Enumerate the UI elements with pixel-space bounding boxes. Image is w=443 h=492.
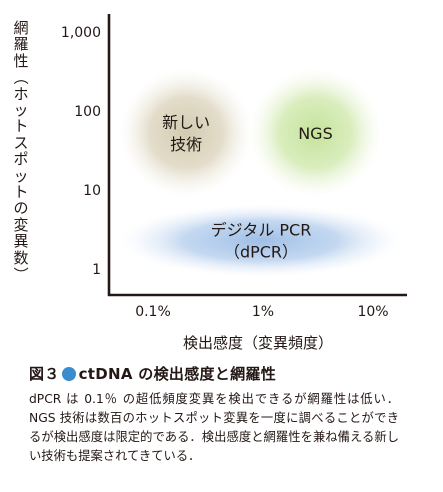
caption-figure-number: 図３ bbox=[29, 365, 60, 383]
y-tick-label: 10 bbox=[83, 183, 101, 199]
y-axis-label-char: 性 bbox=[13, 51, 29, 70]
region-label: NGS bbox=[298, 124, 333, 143]
y-axis-label-char: ス bbox=[13, 133, 29, 152]
y-tick-label: 100 bbox=[74, 104, 101, 120]
caption-title: 図３ ctDNA の検出感度と網羅性 bbox=[29, 363, 399, 384]
x-tick-label: 1% bbox=[252, 304, 274, 320]
y-axis-label-char: ） bbox=[12, 266, 31, 282]
caption-title-text: ctDNA の検出感度と網羅性 bbox=[78, 365, 277, 383]
x-axis-label: 検出感度（変異頻度） bbox=[183, 334, 333, 352]
y-tick-label: 1,000 bbox=[61, 25, 101, 41]
region-label: 技術 bbox=[170, 135, 202, 154]
y-axis-label-char: ッ bbox=[13, 101, 29, 120]
y-axis-label-char: 羅 bbox=[13, 35, 29, 54]
region-label: （dPCR） bbox=[224, 243, 298, 262]
y-axis-label-char: 変 bbox=[13, 215, 29, 234]
region-label: デジタル PCR bbox=[211, 221, 312, 240]
y-axis-label-char: ポ bbox=[13, 150, 29, 169]
y-axis-label-char: ト bbox=[13, 183, 29, 202]
x-tick-label: 10% bbox=[357, 304, 388, 320]
region-label: 新しい bbox=[162, 113, 210, 132]
y-axis-label-char: ト bbox=[13, 117, 29, 136]
blue-dot-icon bbox=[61, 366, 76, 381]
caption-body: dPCR は 0.1％ の超低頻度変異を検出できるが網羅性は低い．NGS 技術は… bbox=[29, 392, 399, 463]
y-axis-label-char: の bbox=[13, 199, 29, 218]
y-axis-label-char: 網 bbox=[13, 19, 29, 37]
y-tick-label: 1 bbox=[92, 262, 101, 278]
chart-figure: 新しい技術 NGS デジタル PCR （dPCR） 1,000 100 10 1 0.1% 1… bbox=[61, 14, 407, 352]
region-ellipse bbox=[249, 68, 382, 197]
x-tick-label: 0.1% bbox=[135, 304, 171, 320]
y-axis-label: 網羅性（ホットスポットの変異数） bbox=[8, 20, 34, 283]
figure-caption: 図３ ctDNA の検出感度と網羅性 dPCR は 0.1％ の超低頻度変異を検… bbox=[29, 363, 399, 466]
region-ellipse bbox=[120, 68, 253, 197]
region-ellipse bbox=[121, 204, 401, 277]
y-axis-label-char: （ bbox=[12, 69, 31, 85]
y-axis-label-char: ッ bbox=[13, 166, 29, 185]
y-axis-label-char: 異 bbox=[13, 232, 29, 251]
y-axis-label-char: 数 bbox=[13, 248, 29, 267]
y-axis-label-char: ホ bbox=[13, 84, 29, 103]
